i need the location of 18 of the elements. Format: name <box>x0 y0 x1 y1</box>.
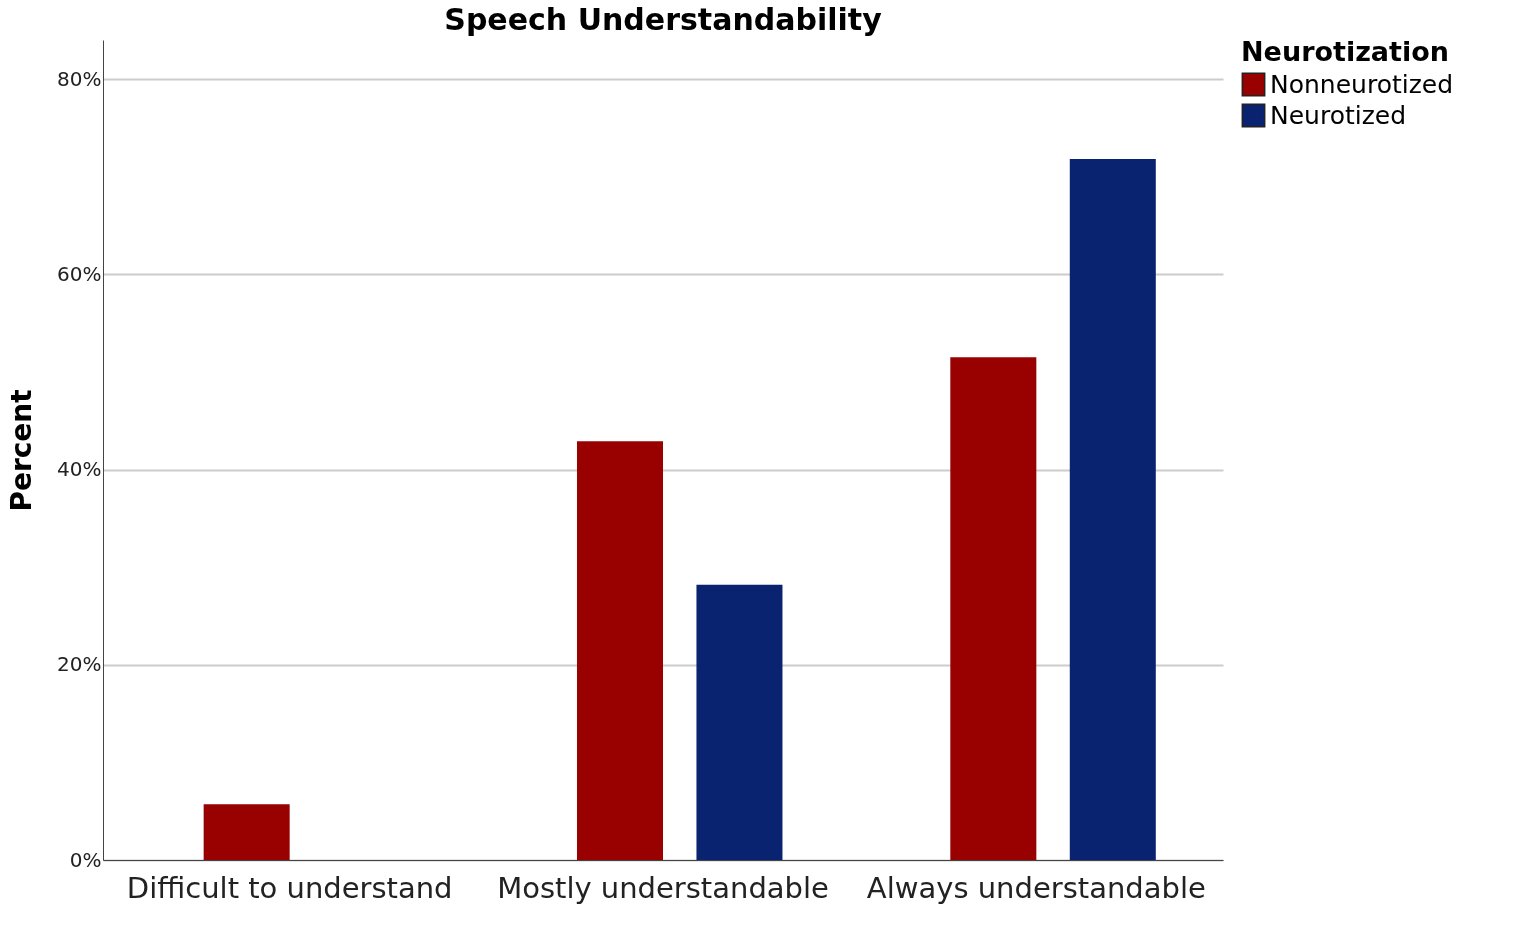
chart-title: Speech Understandability <box>444 2 883 37</box>
legend-label: Nonneurotized <box>1270 69 1454 99</box>
y-tick-label: 40% <box>57 457 102 482</box>
bar <box>950 357 1037 860</box>
x-tick-label: Mostly understandable <box>497 870 829 905</box>
legend-title: Neurotization <box>1241 36 1450 67</box>
bar <box>1069 159 1156 860</box>
x-tick-label: Difficult to understand <box>126 870 453 905</box>
bar <box>203 804 290 860</box>
bar <box>696 584 783 860</box>
y-axis-title: Percent <box>5 389 39 512</box>
y-tick-label: 0% <box>69 847 102 872</box>
x-tick-label: Always understandable <box>866 870 1206 905</box>
y-tick-label: 80% <box>57 66 102 91</box>
y-tick-label: 60% <box>57 261 102 286</box>
bar <box>576 441 663 860</box>
legend-label: Neurotized <box>1270 100 1407 130</box>
y-tick-label: 20% <box>57 652 102 677</box>
